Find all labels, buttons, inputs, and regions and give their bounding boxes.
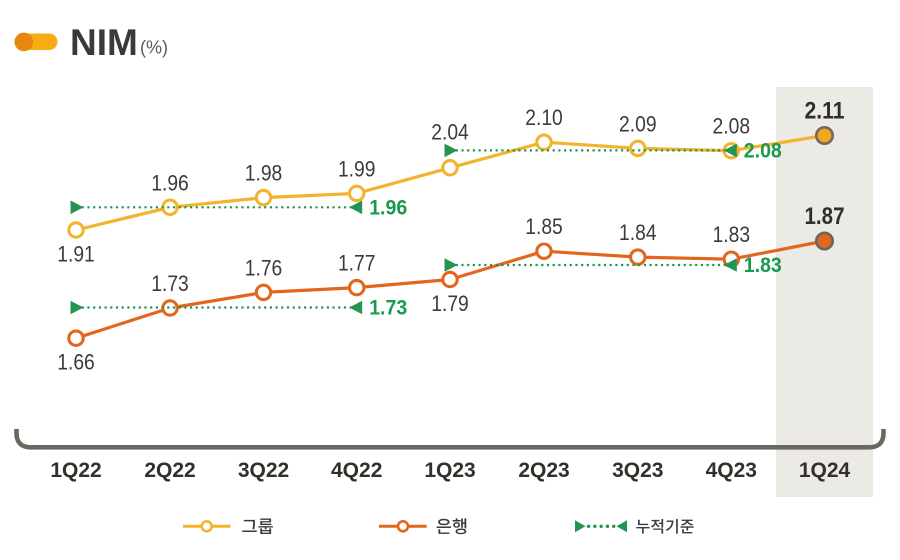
svg-text:1Q24: 1Q24 bbox=[799, 459, 851, 482]
svg-text:(%): (%) bbox=[140, 38, 168, 58]
svg-text:1.83: 1.83 bbox=[744, 254, 782, 277]
svg-text:1.85: 1.85 bbox=[525, 214, 563, 239]
svg-text:1.79: 1.79 bbox=[431, 291, 469, 316]
svg-text:2.04: 2.04 bbox=[431, 119, 469, 144]
svg-text:2.08: 2.08 bbox=[744, 140, 782, 163]
svg-text:1.66: 1.66 bbox=[57, 350, 95, 375]
svg-text:1.91: 1.91 bbox=[57, 242, 95, 267]
svg-text:1.73: 1.73 bbox=[151, 271, 189, 296]
svg-text:2.09: 2.09 bbox=[619, 111, 657, 136]
svg-text:2Q22: 2Q22 bbox=[144, 459, 195, 482]
svg-text:2.08: 2.08 bbox=[713, 114, 751, 139]
svg-text:2.10: 2.10 bbox=[525, 105, 563, 130]
svg-text:2Q23: 2Q23 bbox=[518, 459, 569, 482]
svg-text:NIM: NIM bbox=[70, 22, 138, 63]
svg-text:3Q23: 3Q23 bbox=[612, 459, 663, 482]
svg-text:1.73: 1.73 bbox=[369, 297, 407, 320]
svg-text:1.96: 1.96 bbox=[151, 170, 189, 195]
svg-text:1.87: 1.87 bbox=[805, 203, 845, 230]
svg-text:2.11: 2.11 bbox=[805, 98, 845, 125]
svg-text:1.99: 1.99 bbox=[338, 156, 376, 181]
svg-text:1Q22: 1Q22 bbox=[50, 459, 101, 482]
svg-text:1.98: 1.98 bbox=[245, 161, 283, 186]
svg-text:3Q22: 3Q22 bbox=[238, 459, 289, 482]
svg-text:1.83: 1.83 bbox=[713, 222, 751, 247]
svg-text:1.96: 1.96 bbox=[369, 197, 407, 220]
svg-text:1Q23: 1Q23 bbox=[424, 459, 475, 482]
svg-text:1.76: 1.76 bbox=[245, 255, 283, 280]
svg-text:1.77: 1.77 bbox=[338, 251, 376, 276]
svg-text:1.84: 1.84 bbox=[619, 220, 657, 245]
svg-text:4Q23: 4Q23 bbox=[706, 459, 757, 482]
svg-text:4Q22: 4Q22 bbox=[331, 459, 382, 482]
